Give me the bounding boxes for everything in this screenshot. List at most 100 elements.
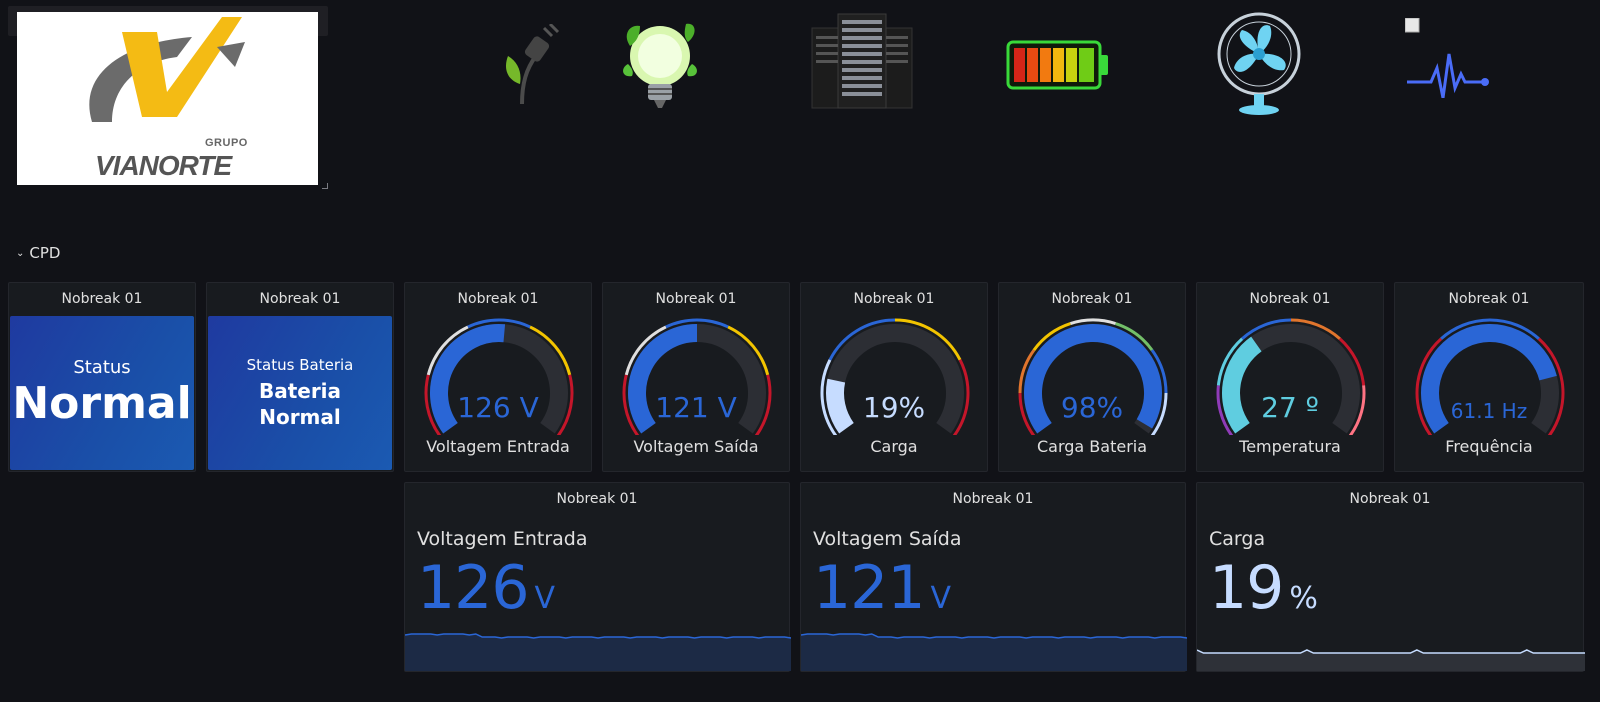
status-bateria-label: Status Bateria	[246, 356, 354, 374]
gauge-panel-frequencia[interactable]: Nobreak 01 61.1 Hz Frequência	[1394, 282, 1584, 472]
company-logo: GRUPO VIANORTE	[17, 12, 318, 185]
status-panel[interactable]: Nobreak 01 Status Normal	[8, 282, 196, 472]
gauge-threshold-segment	[1348, 385, 1366, 435]
gauge-panel-voltagem-saida[interactable]: Nobreak 01 121 V Voltagem Saída	[602, 282, 790, 472]
status-bateria-value-line1: Bateria	[258, 379, 342, 403]
gauge-threshold-segment	[556, 374, 574, 435]
logo-grupo-text: GRUPO	[205, 137, 248, 149]
ts-panel-carga[interactable]: Nobreak 01 Carga 19%	[1196, 482, 1585, 672]
gauge-label: Voltagem Entrada	[426, 437, 570, 456]
sparkline	[1197, 649, 1585, 671]
gauge-value: 98%	[1060, 391, 1124, 424]
resize-handle[interactable]	[322, 183, 328, 189]
ts-value: 121 V	[813, 553, 952, 623]
gauge-panel-carga[interactable]: Nobreak 01 19% Carga	[800, 282, 988, 472]
gauge-threshold-segment	[1018, 349, 1036, 394]
ts-panel-voltagem-entrada[interactable]: Nobreak 01 Voltagem Entrada 126 V	[404, 482, 791, 672]
panel-title: Nobreak 01	[853, 291, 935, 307]
gauge-value-arc	[1421, 324, 1557, 434]
panel-title: Nobreak 01	[655, 291, 737, 307]
sparkline-area	[1197, 650, 1585, 671]
logo-check-mark	[89, 17, 245, 122]
panel-title: Nobreak 01	[1349, 491, 1431, 507]
status-bateria-value-line2: Normal	[259, 405, 341, 429]
gauge-value-arc	[1024, 324, 1162, 434]
plug-leaf-icon	[500, 22, 560, 110]
row-title: CPD	[29, 244, 61, 262]
gauge-threshold-segment	[529, 325, 572, 376]
gauge-label: Temperatura	[1239, 437, 1341, 456]
ts-number: 126	[417, 553, 530, 623]
panel-title: Nobreak 01	[1051, 291, 1133, 307]
gauge-label: Carga Bateria	[1036, 437, 1148, 456]
sparkline-line	[801, 633, 1187, 639]
gauge-panel-voltagem-entrada[interactable]: Nobreak 01 126 V Voltagem Entrada	[404, 282, 592, 472]
gauge-threshold-segment	[467, 318, 531, 329]
gauge-value: 19%	[862, 391, 926, 424]
ts-unit: V	[534, 581, 556, 616]
status-bateria-panel[interactable]: Nobreak 01 Status Bateria Bateria Normal	[206, 282, 394, 472]
gauge-threshold-segment	[1440, 318, 1540, 340]
gauge-threshold-segment	[1241, 318, 1292, 340]
gauge-dial	[1018, 318, 1168, 435]
sparkline-area	[801, 634, 1187, 671]
gauge-dial	[1415, 318, 1565, 435]
gauge-dial	[622, 318, 772, 435]
gauge-threshold-segment	[1338, 337, 1366, 386]
panel-title: Nobreak 01	[61, 291, 143, 307]
eco-bulb-icon	[618, 16, 702, 120]
ts-value: 19%	[1209, 553, 1318, 623]
gauge-value: 27 º	[1261, 391, 1319, 424]
gauge-threshold-segment	[1032, 322, 1071, 351]
panel-title: Nobreak 01	[1249, 291, 1331, 307]
gauge-threshold-segment	[727, 325, 770, 376]
status-value: Normal	[12, 378, 192, 430]
gauge-panel-carga-bateria[interactable]: Nobreak 01 98% Carga Bateria	[998, 282, 1186, 472]
chevron-down-icon: ⌄	[16, 247, 25, 259]
logo-name-text: VIANORTE	[95, 150, 232, 181]
ts-label: Voltagem Saída	[813, 528, 962, 550]
gauge-dial	[1216, 318, 1366, 435]
panel-title: Nobreak 01	[457, 291, 539, 307]
gauge-label: Voltagem Saída	[633, 437, 759, 456]
gauge-value-arc	[826, 378, 854, 434]
gauge-panel-temperatura[interactable]: Nobreak 01 27 º Temperatura	[1196, 282, 1384, 472]
ts-panel-voltagem-saida[interactable]: Nobreak 01 Voltagem Saída 121 V	[800, 482, 1187, 672]
gauge-threshold-segment	[1069, 318, 1117, 326]
gauge-threshold-segment	[426, 325, 469, 376]
ts-number: 121	[813, 553, 926, 623]
pulse-icon	[1404, 17, 1491, 102]
sparkline-line	[405, 633, 791, 639]
panel-title: Nobreak 01	[259, 291, 341, 307]
ts-label: Voltagem Entrada	[417, 528, 588, 550]
gauge-threshold-segment	[894, 318, 962, 361]
gauge-threshold-segment	[1537, 337, 1565, 435]
gauge-threshold-segment	[820, 359, 838, 435]
gauge-dial	[424, 318, 574, 435]
gauge-threshold-segment	[424, 374, 442, 435]
status-label: Status	[73, 357, 131, 379]
gauge-threshold-segment	[1115, 322, 1154, 351]
ts-number: 19	[1209, 553, 1284, 623]
gauge-threshold-segment	[1150, 349, 1168, 394]
gauge-threshold-segment	[1415, 337, 1443, 435]
ts-label: Carga	[1209, 528, 1266, 550]
fan-icon	[1214, 12, 1304, 120]
gauge-threshold-segment	[1290, 318, 1341, 340]
ts-unit: V	[930, 581, 952, 616]
gauge-threshold-segment	[952, 359, 970, 435]
sparkline	[405, 633, 791, 671]
gauge-threshold-segment	[1150, 392, 1168, 435]
ts-unit: %	[1289, 581, 1317, 616]
status-bateria-stat: Status Bateria Bateria Normal	[208, 316, 392, 470]
sparkline-line	[1197, 649, 1585, 654]
panel-title: Nobreak 01	[952, 491, 1034, 507]
gauge-dial	[820, 318, 970, 435]
gauge-threshold-segment	[1216, 385, 1234, 435]
gauge-threshold-segment	[1018, 392, 1036, 435]
gauge-threshold-segment	[622, 374, 640, 435]
gauge-threshold-segment	[754, 374, 772, 435]
gauge-label: Frequência	[1445, 437, 1533, 456]
ts-value: 126 V	[417, 553, 556, 623]
row-cpd-toggle[interactable]: ⌄ CPD	[16, 244, 60, 262]
